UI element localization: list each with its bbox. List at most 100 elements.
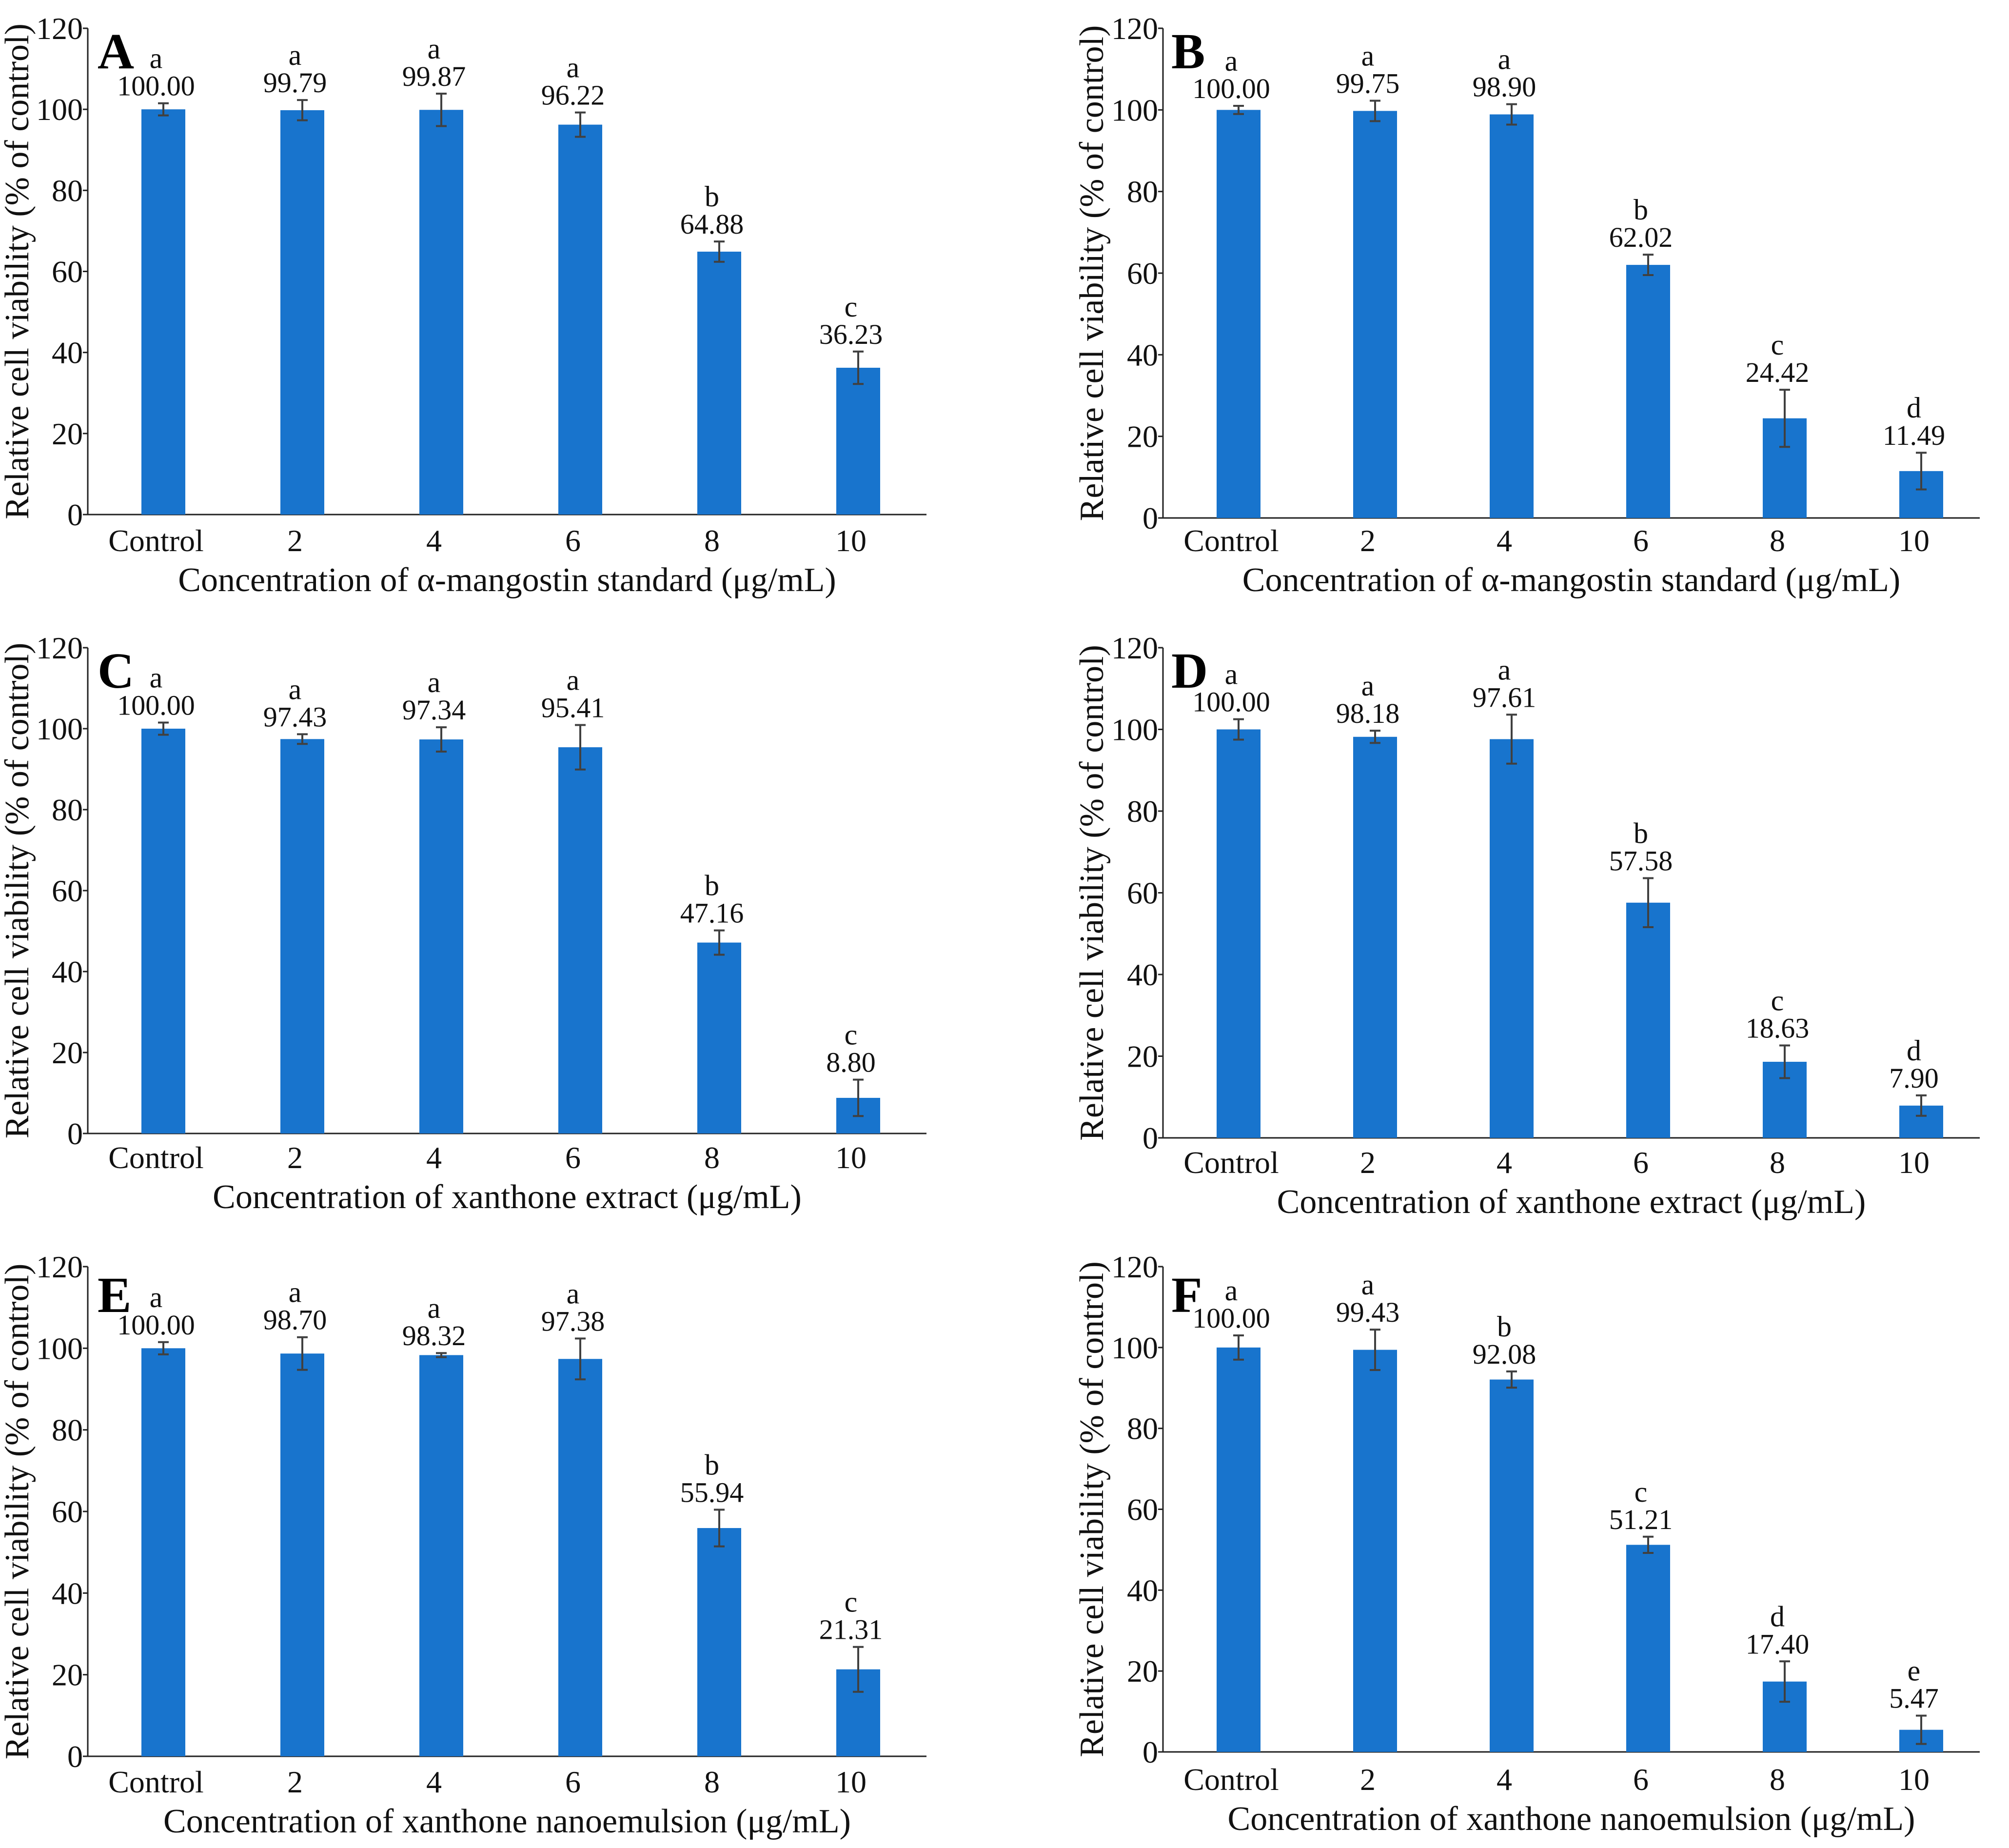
y-tick-label: 40 [52,954,83,989]
y-tick-label: 40 [52,1576,83,1610]
bar [141,109,185,515]
error-bar [1916,1714,1927,1745]
x-axis-title: Concentration of α-mangostin standard (μ… [178,561,836,599]
panel-letter: C [98,643,134,699]
x-axis-title: Concentration of α-mangostin standard (μ… [1242,561,1900,599]
panel-letter: B [1171,23,1205,79]
bar [1490,1379,1534,1752]
x-axis-title: Concentration of xanthone extract (μg/mL… [1277,1183,1866,1221]
error-bar [158,1341,169,1355]
y-tick-label: 60 [1127,1492,1158,1527]
significance-letter: b [705,870,719,902]
y-tick-label: 100 [36,92,83,127]
error-bar [297,1336,308,1371]
data-label: 7.90 [1889,1062,1939,1094]
error-bar [297,733,308,745]
significance-letter: a [567,1277,580,1310]
x-tick-label: 4 [1497,1762,1512,1797]
y-tick-label: 0 [1142,501,1158,536]
significance-letter: c [1771,984,1784,1016]
significance-letter: b [1634,817,1648,850]
error-bar [853,1646,864,1693]
data-label: 98.90 [1473,71,1536,103]
y-tick-label: 0 [67,1739,83,1774]
bar [1490,739,1534,1138]
error-bar [158,721,169,736]
y-tick-label: 80 [1127,175,1158,209]
y-tick-label: 0 [67,497,83,532]
data-label: 100.00 [1192,1302,1270,1334]
bar [419,739,463,1133]
y-tick-label: 120 [1111,1250,1158,1284]
data-label: 99.75 [1336,68,1400,99]
error-bar [575,724,586,771]
data-label: 21.31 [819,1614,883,1646]
significance-letter: c [1771,329,1784,361]
x-tick-label: 2 [1360,523,1376,558]
data-label: 18.63 [1746,1012,1810,1044]
x-tick-label: 4 [1497,1145,1512,1180]
panel-letter: D [1171,643,1208,699]
y-tick-label: 120 [1111,631,1158,665]
error-bar [853,350,864,385]
data-label: 96.22 [541,79,605,111]
y-tick-label: 40 [1127,957,1158,992]
x-tick-label: Control [1183,523,1279,558]
data-label: 57.58 [1609,845,1673,877]
x-tick-label: Control [108,523,204,558]
x-tick-label: 8 [1770,1762,1785,1797]
data-label: 99.43 [1336,1296,1400,1328]
y-tick-label: 20 [52,417,83,451]
error-bar [714,929,725,956]
error-bar [1233,104,1244,115]
x-tick-label: 2 [287,1765,303,1799]
data-label: 98.70 [263,1304,327,1336]
x-tick-label: 8 [704,1140,720,1175]
data-label: 99.79 [263,67,327,99]
significance-letter: d [1770,1600,1785,1632]
error-bar [1916,452,1927,491]
x-tick-label: 6 [1633,523,1649,558]
bar [280,110,324,515]
bar [1353,111,1397,518]
significance-letter: c [845,291,858,323]
error-bar [436,726,447,753]
bar [1217,1347,1261,1752]
y-tick-label: 20 [1127,1654,1158,1689]
y-tick-label: 0 [1142,1735,1158,1769]
error-bar [714,1509,725,1548]
bar [419,110,463,515]
significance-letter: a [1361,40,1375,72]
bar [836,367,880,515]
data-label: 11.49 [1883,419,1945,451]
y-tick-label: 80 [52,1413,83,1448]
y-tick-label: 40 [1127,1573,1158,1608]
bar [558,124,602,515]
error-bar [1370,1329,1380,1371]
significance-letter: b [705,1449,719,1481]
error-bar [1506,1370,1517,1389]
error-bar [575,1337,586,1381]
bar [697,942,741,1133]
y-tick-label: 100 [1111,1331,1158,1365]
significance-letter: c [1635,1476,1648,1508]
x-tick-label: Control [1183,1145,1279,1180]
data-label: 95.41 [541,692,605,723]
x-tick-label: 8 [1770,1145,1785,1180]
significance-letter: a [289,1276,302,1309]
x-tick-label: 4 [426,1765,442,1799]
error-bar [1643,877,1654,929]
bar [1490,114,1534,518]
x-tick-label: 8 [704,1765,720,1799]
data-label: 100.00 [117,70,195,102]
x-tick-label: 10 [835,523,867,558]
y-tick-label: 40 [52,336,83,370]
data-label: 8.80 [826,1047,876,1078]
bar [1626,902,1670,1138]
bar [419,1355,463,1756]
y-tick-label: 60 [52,255,83,289]
